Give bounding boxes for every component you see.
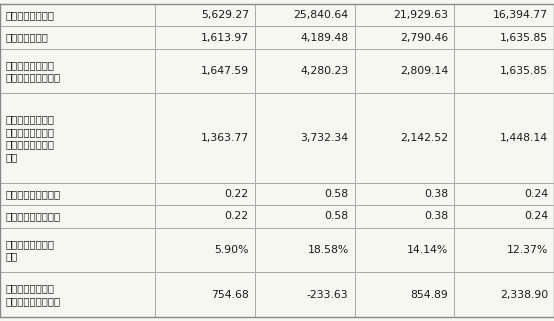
Bar xyxy=(0,228,155,272)
Text: 18.58%: 18.58% xyxy=(307,245,348,255)
Bar xyxy=(255,205,355,228)
Bar xyxy=(255,272,355,317)
Text: 0.22: 0.22 xyxy=(225,212,249,221)
Bar xyxy=(355,183,454,205)
Bar xyxy=(255,183,355,205)
Bar xyxy=(155,93,255,183)
Text: 基本每股收益（元）: 基本每股收益（元） xyxy=(5,189,60,199)
Text: 0.24: 0.24 xyxy=(524,189,548,199)
Bar xyxy=(255,93,355,183)
Bar xyxy=(155,183,255,205)
Text: 净利润（万元）: 净利润（万元） xyxy=(5,32,48,43)
Bar xyxy=(0,49,155,93)
Bar xyxy=(0,205,155,228)
Text: 754.68: 754.68 xyxy=(211,290,249,299)
Text: 扣除非经常性损益
后归属于母公司所
有者的净利润（万
元）: 扣除非经常性损益 后归属于母公司所 有者的净利润（万 元） xyxy=(5,115,54,162)
Bar xyxy=(454,4,554,26)
Bar xyxy=(255,228,355,272)
Bar xyxy=(0,93,155,183)
Bar xyxy=(454,272,554,317)
Text: 0.24: 0.24 xyxy=(524,212,548,221)
Text: 4,280.23: 4,280.23 xyxy=(300,66,348,76)
Bar xyxy=(155,272,255,317)
Bar xyxy=(355,49,454,93)
Bar xyxy=(0,272,155,317)
Text: 0.38: 0.38 xyxy=(424,189,448,199)
Text: 2,809.14: 2,809.14 xyxy=(400,66,448,76)
Text: 5.90%: 5.90% xyxy=(214,245,249,255)
Bar xyxy=(355,205,454,228)
Bar xyxy=(255,4,355,26)
Text: 1,363.77: 1,363.77 xyxy=(201,133,249,143)
Text: 加权平均净资产收
益率: 加权平均净资产收 益率 xyxy=(5,239,54,261)
Text: 3,732.34: 3,732.34 xyxy=(300,133,348,143)
Text: 5,629.27: 5,629.27 xyxy=(201,10,249,20)
Text: 25,840.64: 25,840.64 xyxy=(294,10,348,20)
Bar xyxy=(155,205,255,228)
Text: 14.14%: 14.14% xyxy=(407,245,448,255)
Text: 1,635.85: 1,635.85 xyxy=(500,66,548,76)
Bar xyxy=(255,26,355,49)
Bar xyxy=(355,272,454,317)
Text: 经营活动产生的现
金流量净额（万元）: 经营活动产生的现 金流量净额（万元） xyxy=(5,283,60,306)
Bar xyxy=(355,93,454,183)
Bar xyxy=(155,228,255,272)
Bar xyxy=(454,228,554,272)
Bar xyxy=(355,4,454,26)
Text: 归属于母公司所有
者的净利润（万元）: 归属于母公司所有 者的净利润（万元） xyxy=(5,60,60,82)
Text: 2,142.52: 2,142.52 xyxy=(400,133,448,143)
Text: 2,338.90: 2,338.90 xyxy=(500,290,548,299)
Text: 854.89: 854.89 xyxy=(411,290,448,299)
Bar xyxy=(0,183,155,205)
Bar xyxy=(0,26,155,49)
Text: 12.37%: 12.37% xyxy=(507,245,548,255)
Text: 营业收入（万元）: 营业收入（万元） xyxy=(5,10,54,20)
Text: -233.63: -233.63 xyxy=(307,290,348,299)
Bar xyxy=(454,93,554,183)
Text: 0.58: 0.58 xyxy=(325,189,348,199)
Text: 16,394.77: 16,394.77 xyxy=(493,10,548,20)
Text: 4,189.48: 4,189.48 xyxy=(300,32,348,43)
Bar xyxy=(454,205,554,228)
Text: 1,647.59: 1,647.59 xyxy=(201,66,249,76)
Text: 0.22: 0.22 xyxy=(225,189,249,199)
Text: 0.58: 0.58 xyxy=(325,212,348,221)
Text: 稀释每股收益（元）: 稀释每股收益（元） xyxy=(5,212,60,221)
Text: 1,448.14: 1,448.14 xyxy=(500,133,548,143)
Bar xyxy=(155,4,255,26)
Bar xyxy=(155,26,255,49)
Bar xyxy=(454,183,554,205)
Bar xyxy=(454,49,554,93)
Bar xyxy=(355,26,454,49)
Text: 21,929.63: 21,929.63 xyxy=(393,10,448,20)
Bar xyxy=(155,49,255,93)
Bar xyxy=(454,26,554,49)
Bar xyxy=(355,228,454,272)
Text: 1,635.85: 1,635.85 xyxy=(500,32,548,43)
Text: 1,613.97: 1,613.97 xyxy=(201,32,249,43)
Bar xyxy=(0,4,155,26)
Text: 2,790.46: 2,790.46 xyxy=(400,32,448,43)
Text: 0.38: 0.38 xyxy=(424,212,448,221)
Bar xyxy=(255,49,355,93)
